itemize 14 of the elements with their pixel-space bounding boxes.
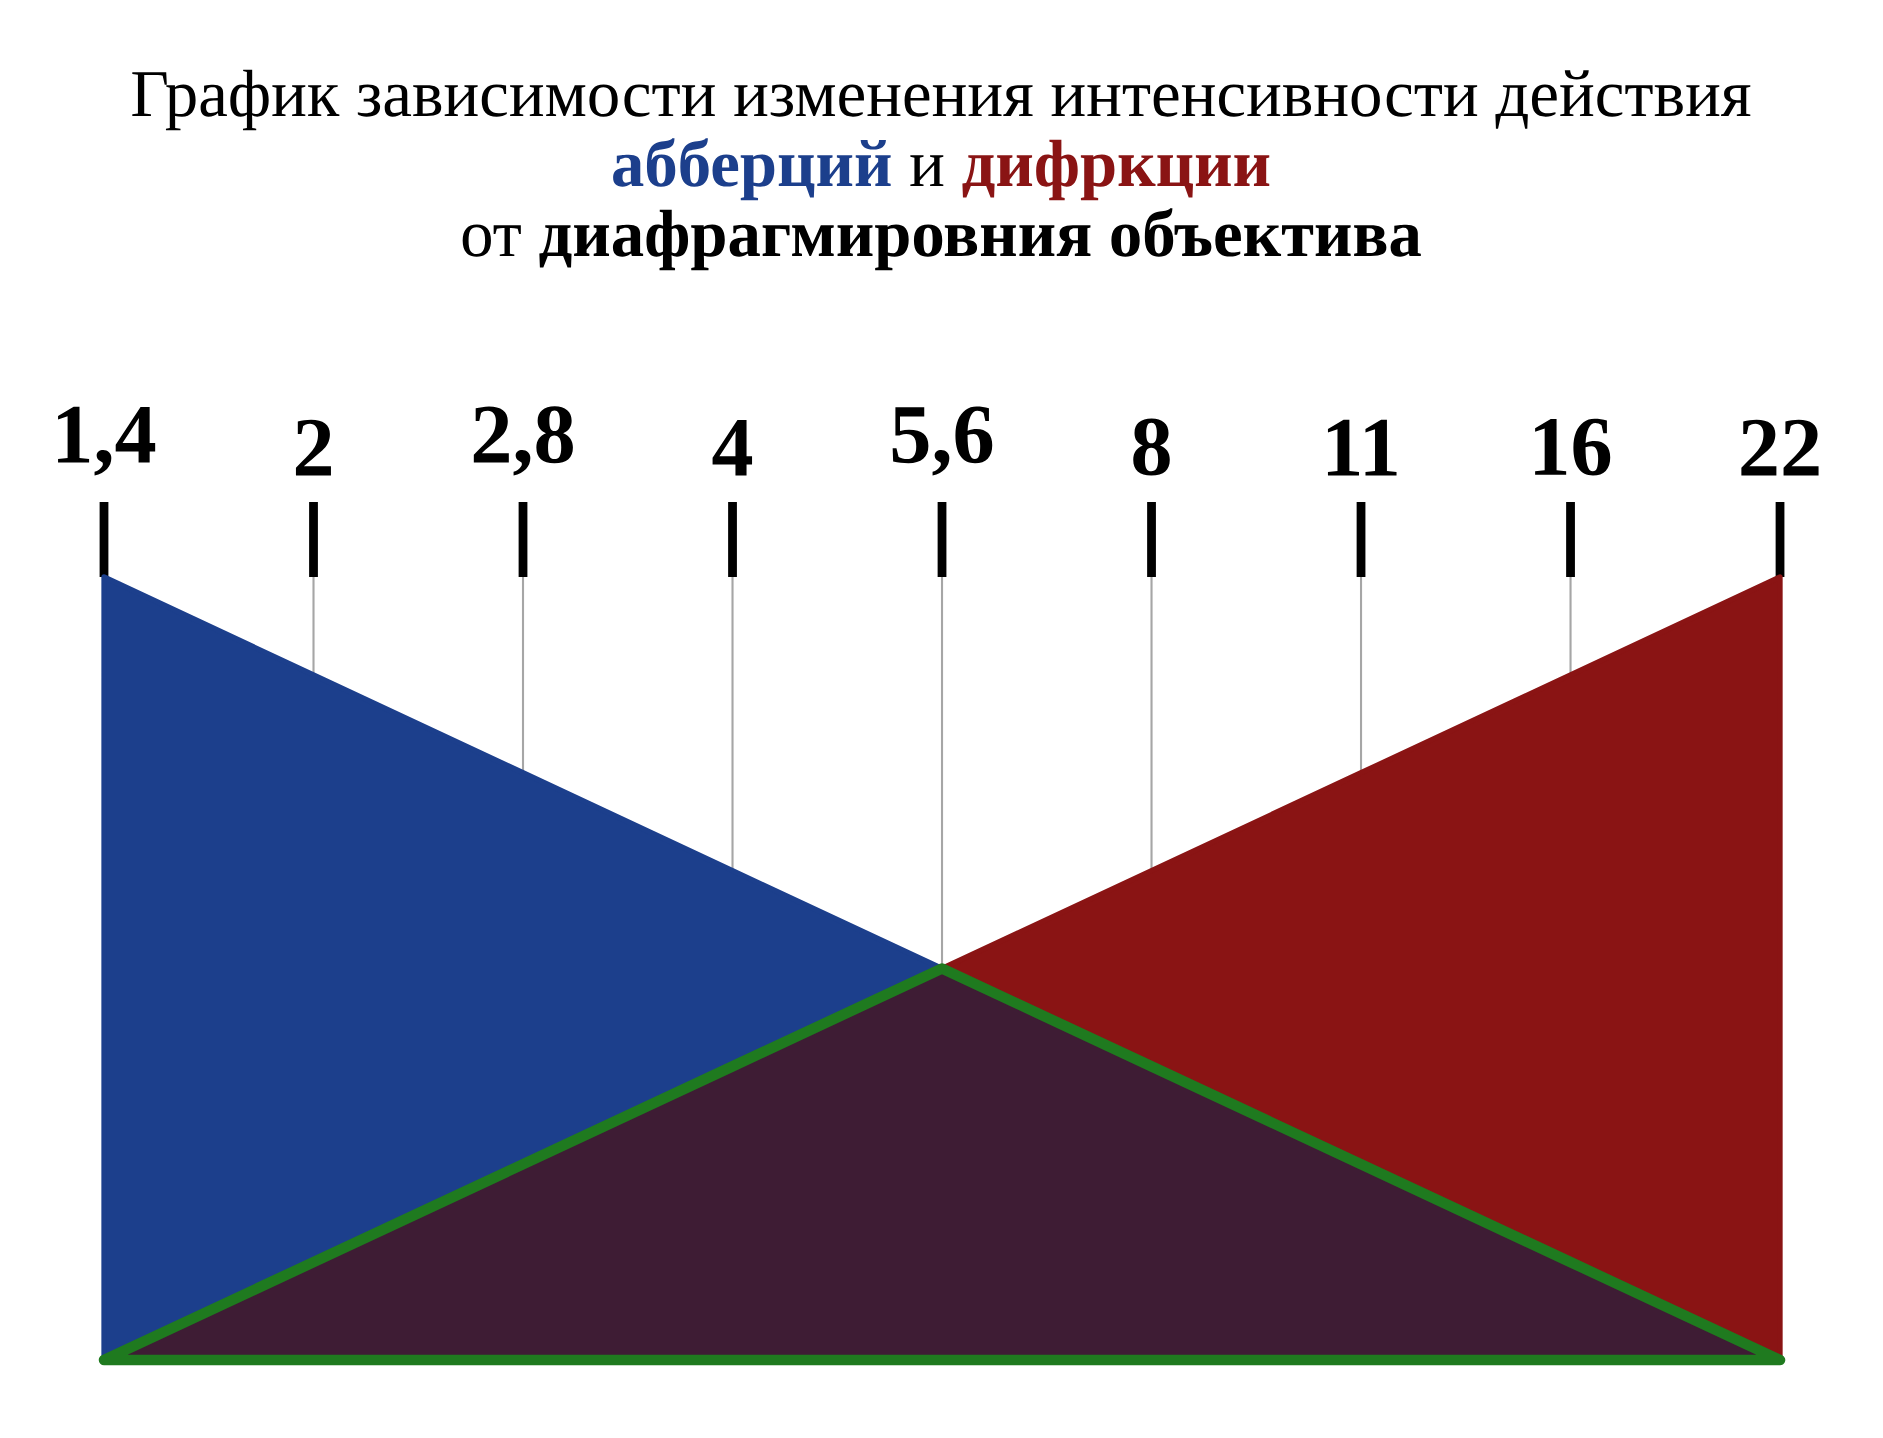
x-tick-label: 11 [1327,419,1397,476]
x-tick-label: 8 [1133,418,1170,476]
x-tick-label: 5,6 [892,406,993,476]
text: дифркции [962,139,1270,201]
x-tick-label: 2,8 [473,406,573,476]
chart-title: График зависимости изменения интенсивности действия [132,69,1751,131]
chart-subtitle: от диафрагмировния объектива [462,208,1421,271]
x-tick-label: 2 [295,419,331,476]
x-tick-label: 4 [712,420,753,476]
text: абберций [613,138,891,201]
x-tick-label: 1,4 [58,406,156,476]
text: и [910,155,944,186]
x-tick-label: 16 [1535,418,1611,476]
x-tick-label: 22 [1741,419,1819,476]
